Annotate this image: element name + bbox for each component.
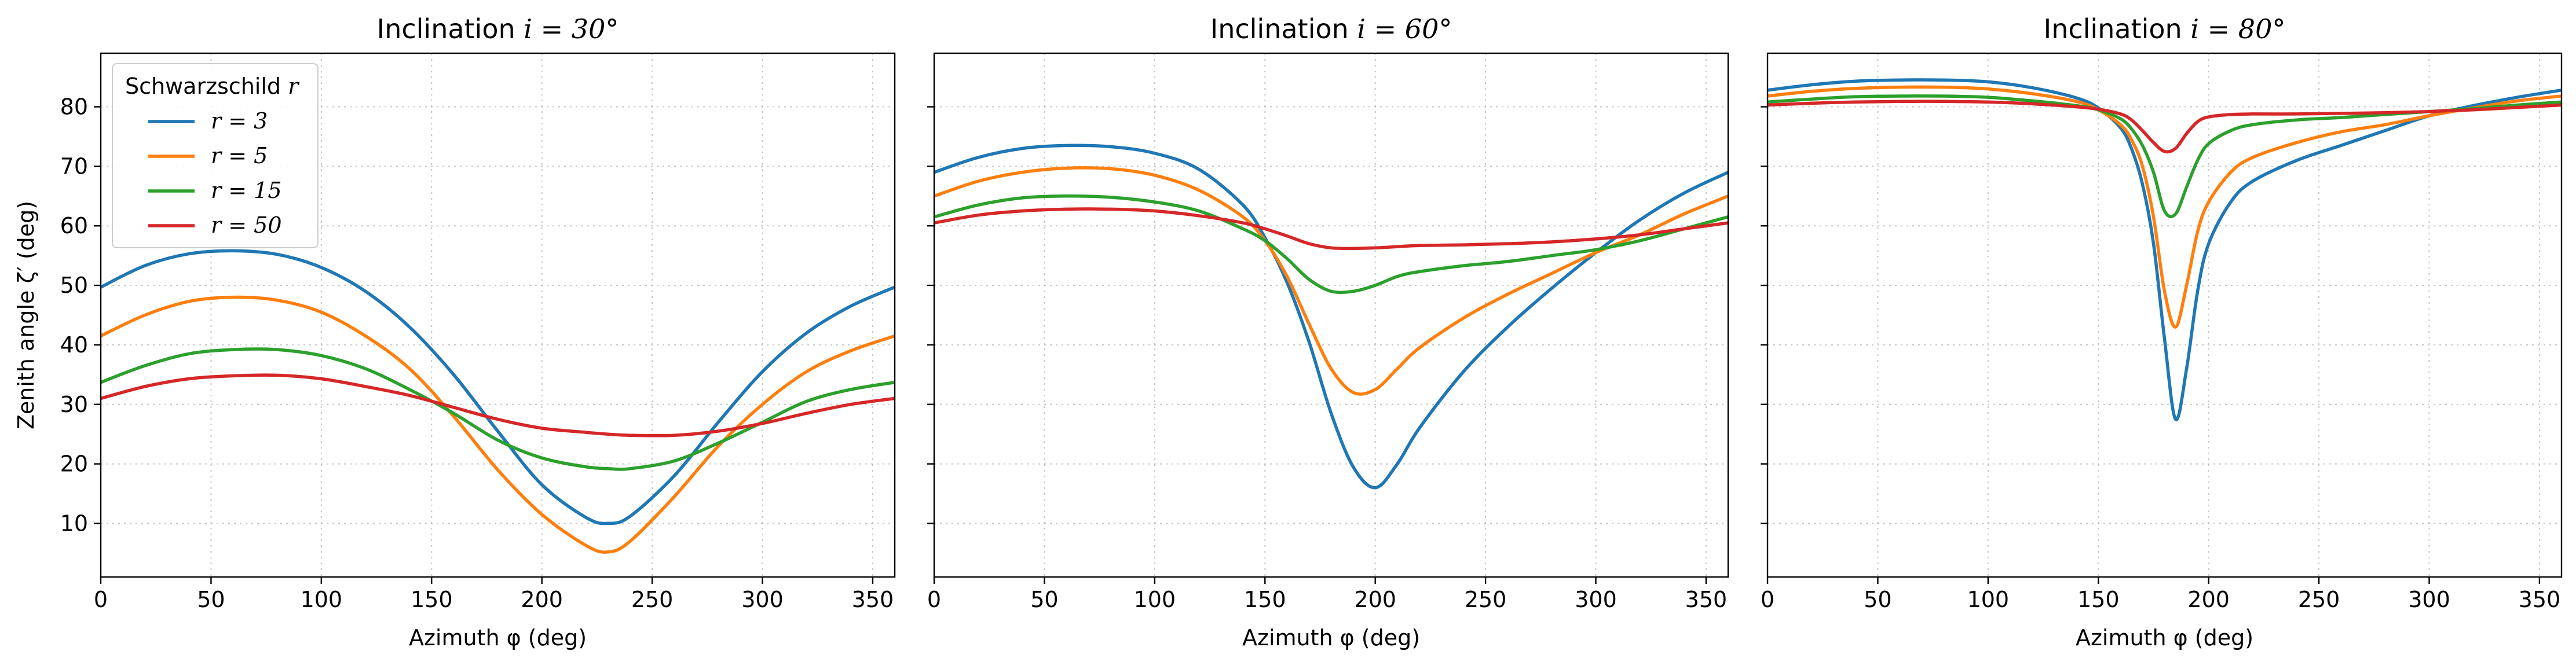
series-line-r-5 [1768,85,2562,329]
panel-title-math: i = 30° [524,13,619,45]
series-group [934,144,1728,490]
y-tick-label: 40 [60,332,88,358]
plot-frame [933,52,1729,578]
y-tick-label: 20 [60,451,88,477]
legend-entry: r = 15 [211,178,282,203]
plot-frame [1766,52,2563,578]
panel-title-prefix: Inclination [1210,13,1357,45]
panel-title-math: i = 80° [2190,13,2285,45]
y-tick-label: 70 [60,153,88,179]
series-line-r-15 [934,194,1728,295]
y-tick-label: 30 [60,392,88,417]
x-tick-label: 350 [2519,587,2561,612]
x-tick-label: 0 [94,587,108,612]
legend-title-math: r [288,73,300,99]
panel-title-prefix: Inclination [2044,13,2191,45]
legend-box [112,63,319,248]
x-tick-label: 200 [2187,587,2230,612]
y-tick-label: 80 [60,94,88,120]
legend-entry: r = 5 [211,143,268,168]
legend-entry-label: r = 5 [211,143,268,168]
legend-title: Schwarzschild r [125,73,300,99]
x-tick-label: 350 [1685,587,1728,612]
x-tick-label: 100 [1967,587,2010,612]
legend: Schwarzschild r r = 3 r = 5 r = 15 r = 50 [112,63,319,248]
legend-entry: r = 50 [211,212,282,238]
legend-entry-label: r = 15 [211,178,282,203]
legend-entry-label: r = 50 [211,212,282,238]
x-tick-label: 150 [1244,587,1286,612]
y-tick-label: 10 [60,510,88,536]
x-tick-label: 50 [1030,587,1058,612]
series-line-r-50 [1768,100,2562,154]
series-group [101,249,895,554]
series-line-r-15 [1768,94,2562,218]
chart-panel-2: 0 50 100 150 200 250 300 350 Inclination i = 60°… [927,13,1729,650]
x-tick-label: 300 [741,587,784,612]
legend-title-prefix: Schwarzschild [125,73,288,99]
x-tick-label: 250 [631,587,674,612]
series-line-r-5 [934,166,1728,396]
series-line-r-3 [934,144,1728,490]
x-axis-title: Azimuth φ (deg) [2076,625,2253,650]
x-tick-label: 50 [1864,587,1891,612]
x-tick-label: 250 [2298,587,2340,612]
x-tick-label: 250 [1465,587,1507,612]
series-line-r-3 [1768,78,2562,421]
x-tick-label: 200 [521,587,563,612]
x-tick-label: 100 [1134,587,1176,612]
x-tick-label: 350 [852,587,894,612]
y-axis-title: Zenith angle ζ′ (deg) [13,201,39,429]
legend-entry: r = 3 [211,108,268,134]
x-tick-label: 0 [927,587,941,612]
series-line-r-5 [101,295,895,554]
series-line-r-15 [101,347,895,471]
x-tick-label: 200 [1354,587,1396,612]
series-group [1768,78,2562,421]
series-line-r-3 [101,249,895,525]
series-line-r-50 [101,373,895,438]
panel-title-math: i = 60° [1357,13,1452,45]
x-tick-label: 300 [2408,587,2450,612]
x-tick-label: 50 [197,587,225,612]
x-tick-label: 100 [301,587,343,612]
x-tick-label: 300 [1575,587,1617,612]
x-tick-label: 150 [411,587,453,612]
chart-panel-3: 0 50 100 150 200 250 300 350 Inclination i = 80°… [1761,13,2563,650]
series-line-r-50 [934,207,1728,251]
x-axis-title: Azimuth φ (deg) [409,625,587,650]
plot-frame [100,52,896,578]
x-axis-title: Azimuth φ (deg) [1242,625,1420,650]
y-tick-label: 50 [60,273,88,298]
panel-title: Inclination i = 30° [377,13,619,45]
legend-entry-label: r = 3 [211,108,268,134]
chart-panel-1: 0 50 100 150 200 250 300 350 10 20 30 40 50 60 70 80 Inc… [13,13,896,650]
y-tick-label: 60 [60,213,88,238]
panel-title: Inclination i = 60° [1210,13,1452,45]
panel-title: Inclination i = 80° [2044,13,2286,45]
panel-title-prefix: Inclination [377,13,524,45]
x-tick-label: 0 [1761,587,1774,612]
x-tick-label: 150 [2077,587,2120,612]
